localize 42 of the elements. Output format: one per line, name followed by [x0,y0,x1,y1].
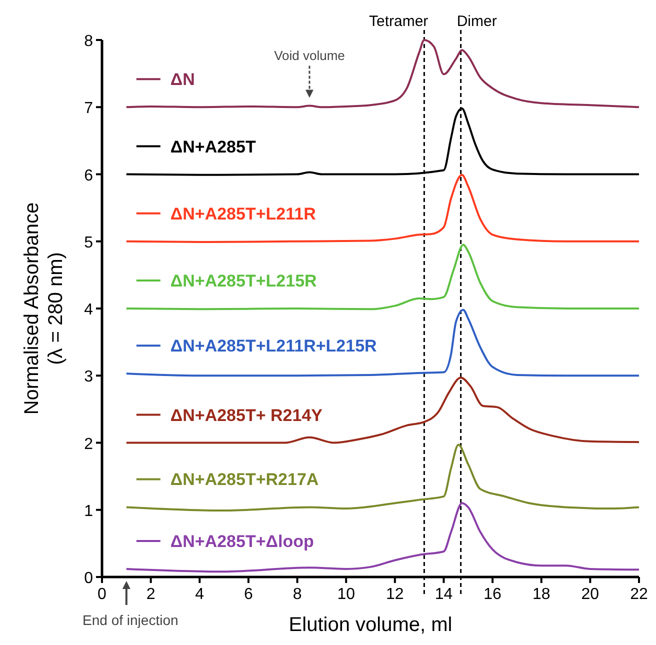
text: End of injection [82,612,178,628]
y-axis-title: Normalised Absorbance (λ = 280 nm) [21,202,67,415]
y-tick-label: 1 [84,502,94,520]
ref-line-label: Tetramer [369,13,428,30]
line-series [125,444,640,512]
annotation: Void volume [274,48,345,63]
x-tick-label: 16 [484,586,502,603]
y-tick-label: 8 [84,33,94,50]
line-series [125,174,640,244]
line-series [125,308,640,377]
legend-label: ΔN+A285T+L211R [170,204,316,224]
x-tick-label: 18 [532,586,550,603]
x-tick-label: 4 [195,586,204,603]
legend-label: ΔN+A285T+ R214Y [170,406,324,425]
x-tick-label: 10 [337,586,356,603]
y-tick-label: 4 [84,302,94,318]
x-tick-label: 2 [146,586,156,603]
x-tick-label: 8 [292,586,302,603]
ref-line-label: Dimer [456,13,497,30]
y-tick-label: 5 [84,234,94,252]
x-tick-label: 14 [434,586,453,603]
legend-label: ΔN+A285T+R217A [170,470,319,490]
x-tick-label: 20 [581,586,600,603]
y-tick-label: 2 [84,436,94,453]
legend-label: ΔN+A285T [170,137,256,156]
y-tick-label: 6 [84,167,94,184]
legend-label: ΔN+A285T+Δloop [170,532,314,551]
line-series [125,376,640,444]
x-tick-label: 12 [386,586,404,603]
y-tick-label: 0 [84,570,94,587]
line-series [125,39,640,108]
y-tick-label: 3 [84,368,94,386]
legend-label: ΔN [170,70,195,90]
x-tick-label: 0 [98,586,107,603]
legend-label: ΔN+A285T+L211R+L215R [170,336,377,356]
legend-label: ΔN+A285T+L215R [170,272,317,290]
line-series [125,502,640,573]
y-tick-label: 7 [84,100,94,118]
line-series [125,244,640,310]
x-tick-label: 22 [630,586,648,603]
x-tick-label: 6 [244,586,253,603]
x-axis-title: Elution volume, ml [288,614,452,636]
